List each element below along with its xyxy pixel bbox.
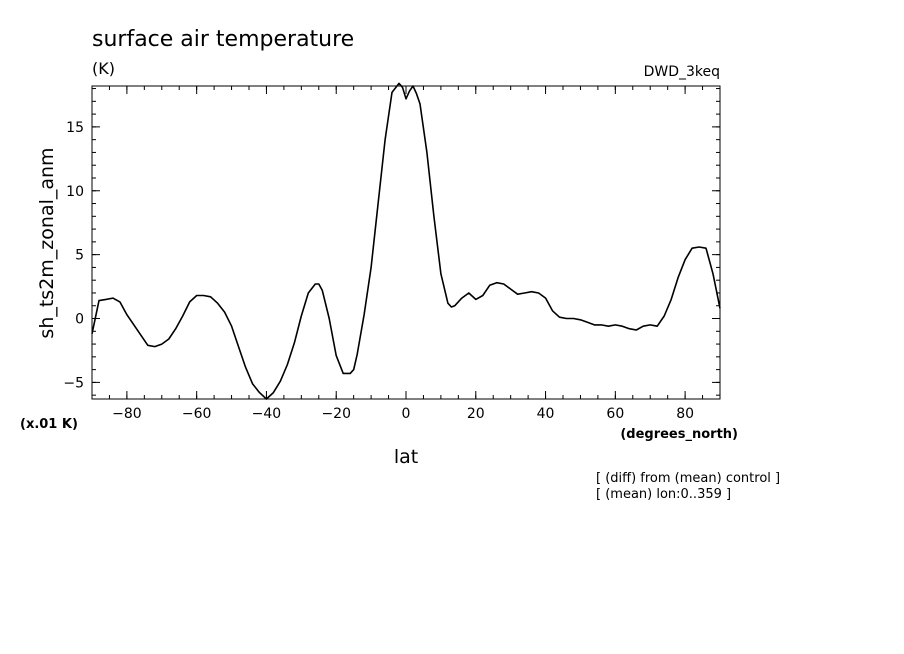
y-axis-ticks: −5 0 5 10 15 [63,120,720,391]
series-line [91,82,721,400]
y-scale-note: (x.01 K) [20,417,78,432]
y-axis-label: sh_ts2m_zonal_anm [36,147,58,338]
x-tick-label: −20 [321,406,351,422]
x-axis-ticks: −80 −60 −40 −20 0 20 40 60 80 [112,86,694,422]
x-tick-label: −80 [112,406,142,422]
y-tick-label: 10 [66,184,84,200]
note-diff: [ (diff) from (mean) control ] [596,471,780,486]
x-axis-units: (degrees_north) [620,427,738,442]
x-tick-label: 20 [467,406,485,422]
x-tick-label: −40 [252,406,282,422]
chart-title: surface air temperature [92,27,354,52]
minor-ticks [91,86,721,399]
chart-units: (K) [92,59,115,78]
y-tick-label: 5 [75,248,84,264]
plot-frame [91,85,721,400]
x-tick-label: −60 [182,406,212,422]
x-tick-label: 40 [537,406,555,422]
y-tick-label: −5 [63,375,84,391]
x-axis-label: lat [394,446,418,468]
x-tick-label: 60 [606,406,624,422]
note-mean: [ (mean) lon:0..359 ] [596,487,731,502]
model-label: DWD_3keq [644,64,720,80]
y-tick-label: 15 [66,120,84,136]
y-tick-label: 0 [75,312,84,328]
x-tick-label: 80 [676,406,694,422]
x-tick-label: 0 [402,406,411,422]
